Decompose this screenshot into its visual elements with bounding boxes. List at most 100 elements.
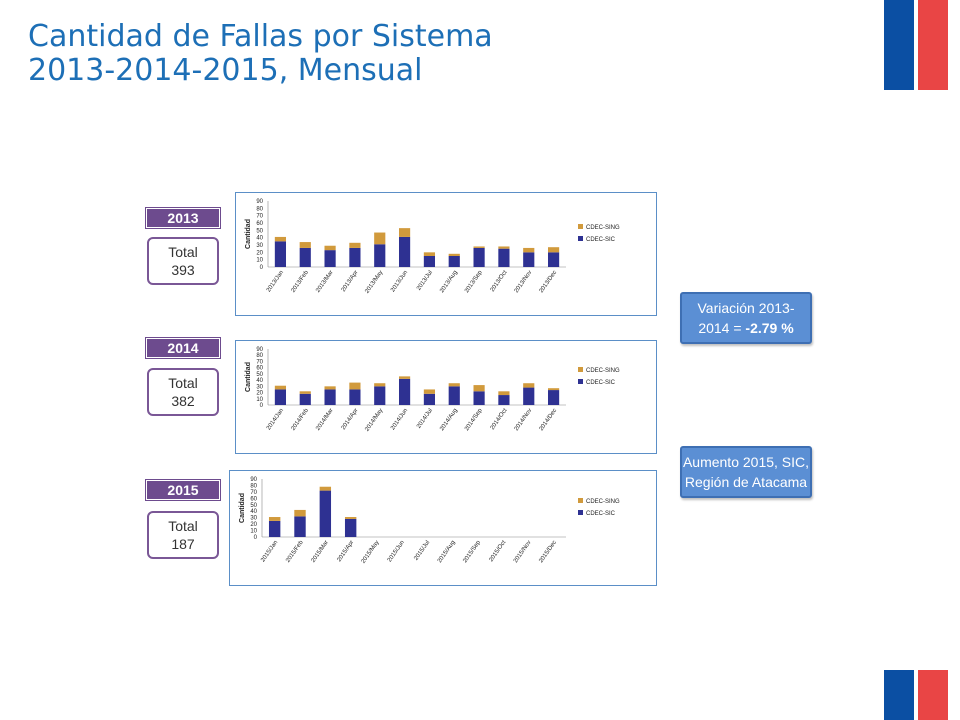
legend-swatch [578,236,583,241]
y-tick-label: 0 [260,265,264,271]
x-tick-label: 2014/May [364,408,384,433]
legend-swatch [578,379,583,384]
x-tick-label: 2015/Apr [336,540,355,563]
y-tick-label: 60 [250,496,257,502]
year-tag-2013: 2013 [146,208,220,228]
total-box-2013: Total 393 [147,237,219,285]
y-tick-label: 60 [256,221,263,227]
y-tick-label: 20 [250,522,257,528]
y-axis-label: Cantidad [245,362,252,392]
x-tick-label: 2015/Feb [285,539,305,564]
bar-cdec-sing [498,391,510,396]
x-tick-label: 2014/Jul [416,408,434,430]
bar-cdec-sic [423,256,436,267]
bar-cdec-sic [523,387,535,405]
bar-cdec-sing [547,388,560,391]
bar-cdec-sing [319,486,332,491]
total-value: 187 [171,536,195,552]
bar-cdec-sing [349,242,361,248]
legend-label: CDEC-SIC [586,380,616,386]
year-tag-2015: 2015 [146,480,220,500]
chart-2014: Cantidad 0 10 20 30 40 50 60 70 80 90 2014/Jan 2014/… [235,340,657,454]
bar-cdec-sing [294,509,306,517]
y-tick-label: 80 [256,353,263,359]
y-tick-label: 80 [250,483,257,489]
y-tick-label: 40 [250,509,257,515]
total-label: Total [168,375,198,391]
bar-cdec-sic [274,241,287,267]
bar-cdec-sing [374,232,386,245]
total-label: Total [168,244,198,260]
bar-cdec-sic [423,393,436,405]
x-tick-label: 2015/Mar [311,540,330,564]
x-tick-label: 2013/Feb [290,269,310,294]
chart-2015: Cantidad 0 10 20 30 40 50 60 70 80 90 2015/Jan 2015/… [229,470,657,586]
bar-cdec-sic [324,389,336,405]
x-tick-label: 2013/Dec [539,270,559,294]
bar-cdec-sic [324,250,336,267]
bar-cdec-sing [473,385,485,392]
variation-note-value: -2.79 % [745,320,794,336]
slide-title-line1: Cantidad de Fallas por Sistema [28,19,493,54]
chart-2013: Cantidad 0 10 20 30 40 50 60 70 80 90 2013/Jan 2013/… [235,192,657,316]
bar-cdec-sic [294,516,306,537]
legend-swatch [578,510,583,515]
bar-cdec-sic [299,393,311,405]
bar-cdec-sic [547,252,560,267]
x-tick-label: 2015/Oct [488,539,507,563]
bar-cdec-sic [268,520,281,537]
bar-cdec-sing [448,383,460,387]
legend-label: CDEC-SIC [586,511,616,517]
bar-cdec-sing [523,247,535,253]
bar-cdec-sic [547,390,560,405]
bar-cdec-sing [274,236,287,242]
bar-cdec-sing [268,517,281,521]
x-tick-label: 2014/Feb [290,407,310,432]
x-tick-label: 2015/Dec [538,540,558,564]
x-tick-label: 2014/Mar [315,408,334,432]
x-tick-label: 2013/Jul [416,270,434,292]
increase-note: Aumento 2015, SIC, Región de Atacama [680,446,812,498]
variation-note-text: Variación 2013-2014 = [697,300,795,336]
bar-cdec-sing [448,253,460,256]
y-axis-label: Cantidad [245,219,252,249]
y-tick-label: 10 [250,529,257,535]
y-axis-label: Cantidad [239,493,246,523]
bar-cdec-sic [473,247,485,267]
bar-cdec-sing [398,228,411,237]
x-tick-label: 2013/Oct [490,269,509,293]
bar-cdec-sing [498,246,510,249]
total-label: Total [168,518,198,534]
x-tick-label: 2014/Nov [514,408,534,432]
bar-cdec-sic [498,248,510,267]
slide-title: Cantidad de Fallas por Sistema 2013-2014… [28,20,493,88]
legend-label: CDEC-SING [586,368,620,374]
x-tick-label: 2015/Jan [260,540,279,564]
y-tick-label: 50 [250,503,257,509]
variation-note: Variación 2013-2014 = -2.79 % [680,292,812,344]
increase-note-text: Aumento 2015, SIC, Región de Atacama [682,454,810,490]
x-tick-label: 2015/Nov [513,540,533,564]
bar-cdec-sic [319,490,332,537]
y-tick-label: 10 [256,258,263,264]
flag-top-decoration [884,0,948,90]
y-tick-label: 40 [256,236,263,242]
y-tick-label: 10 [256,397,263,403]
x-tick-label: 2013/Nov [514,270,534,294]
y-tick-label: 40 [256,378,263,384]
y-tick-label: 70 [256,359,263,365]
legend-swatch [578,224,583,229]
total-value: 393 [171,262,195,278]
y-tick-label: 20 [256,250,263,256]
y-tick-label: 90 [256,347,263,353]
bar-cdec-sic [398,378,411,405]
legend-swatch [578,498,583,503]
bar-cdec-sing [547,247,560,253]
bar-cdec-sic [448,386,460,405]
y-tick-label: 0 [260,403,264,409]
y-tick-label: 50 [256,372,263,378]
x-tick-label: 2015/Sep [462,539,482,564]
